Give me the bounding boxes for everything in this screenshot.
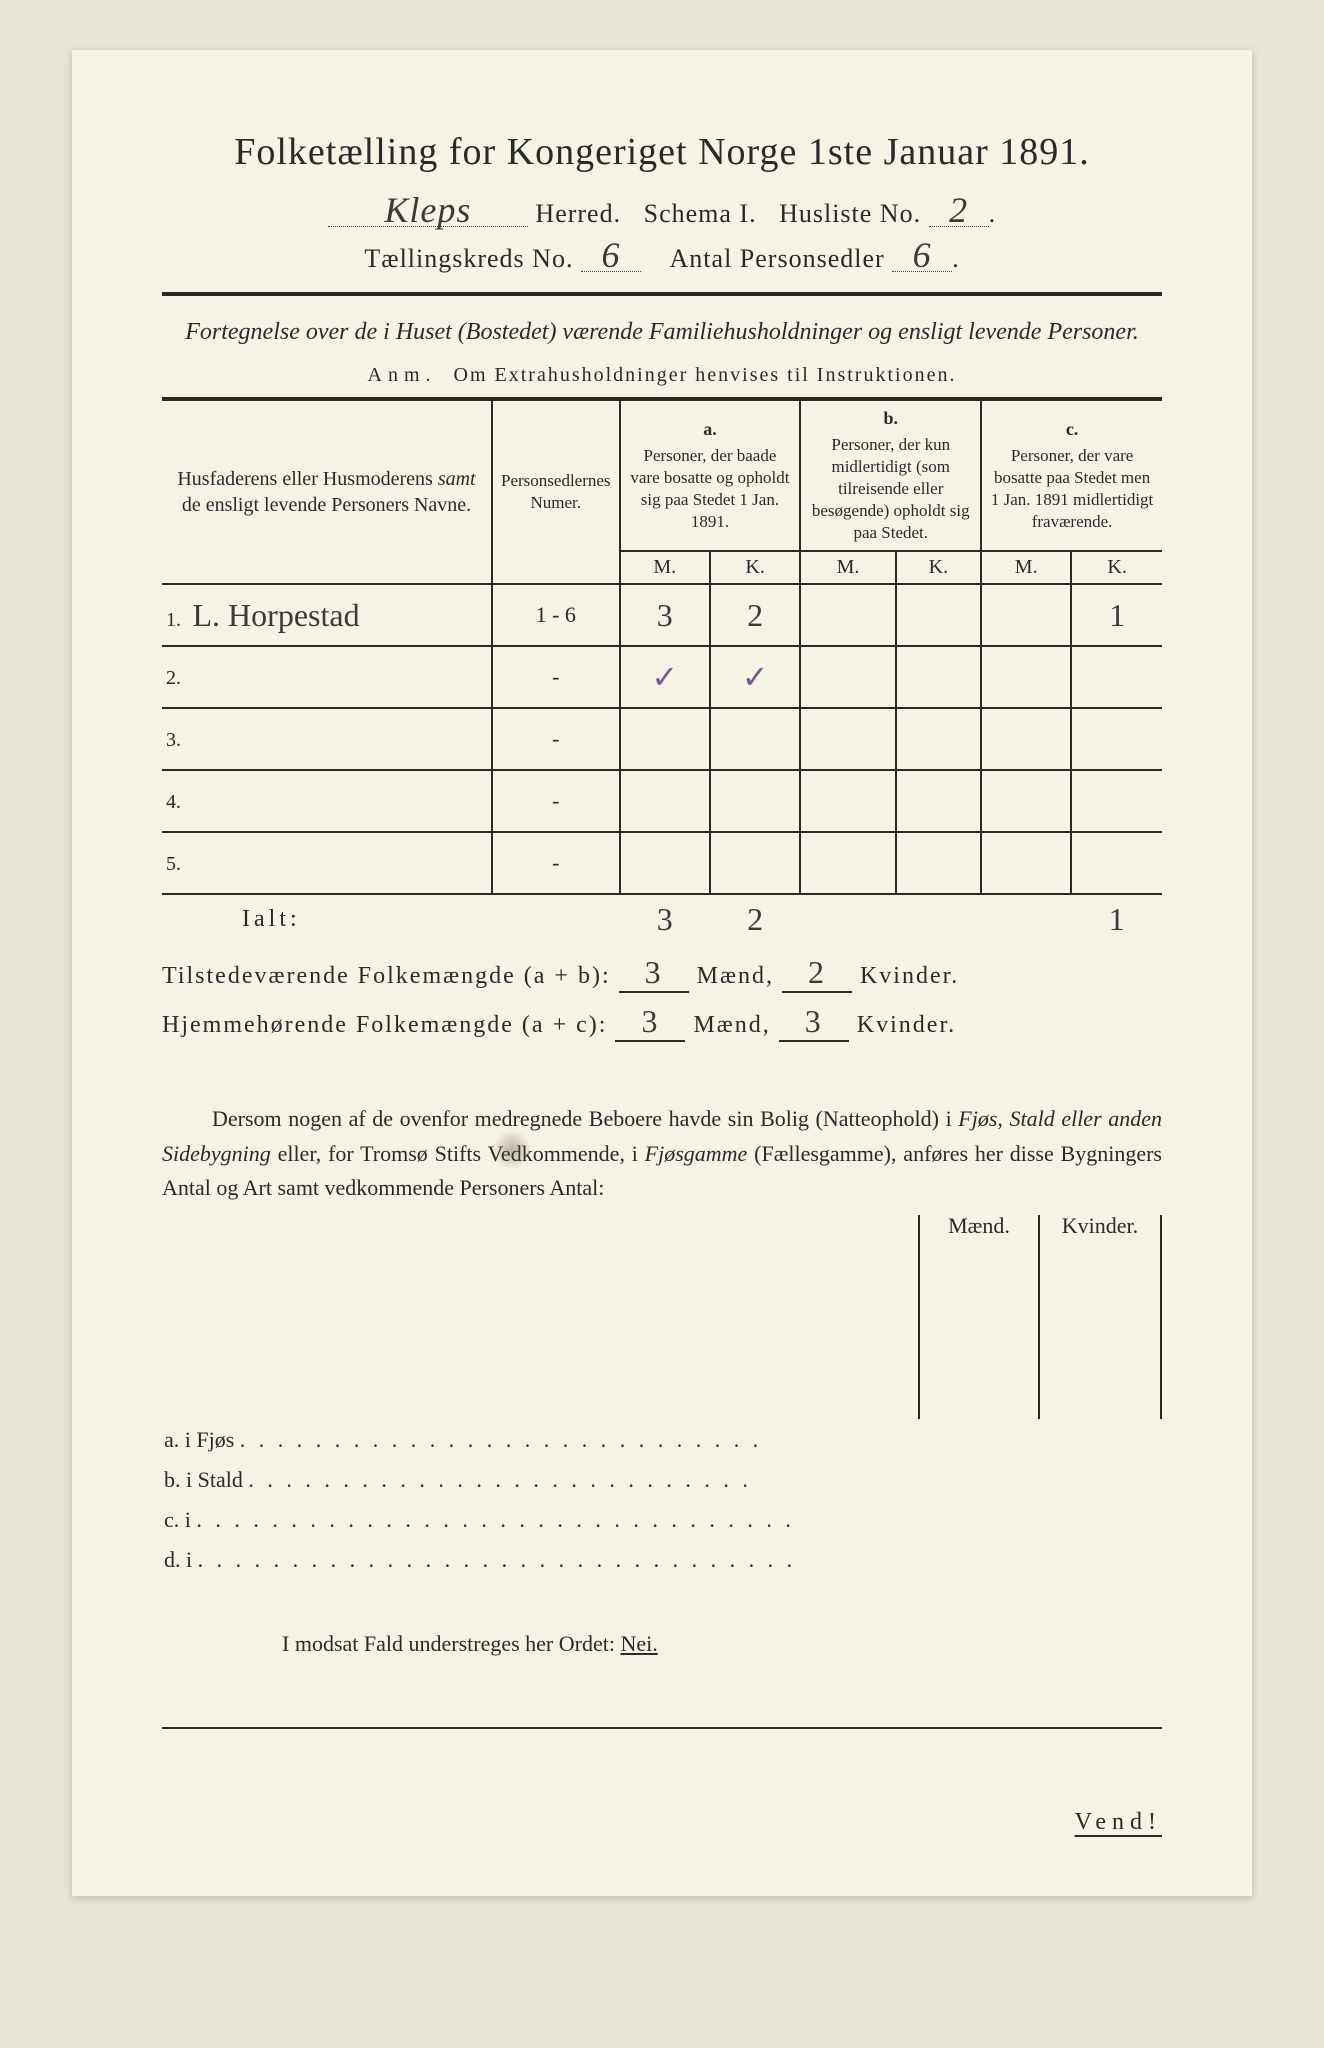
mk-bM: M. (800, 551, 895, 584)
census-form: Folketælling for Kongeriget Norge 1ste J… (72, 50, 1252, 1896)
nei-word: Nei. (620, 1631, 657, 1656)
mk-cM: M. (981, 551, 1071, 584)
page-title: Folketælling for Kongeriget Norge 1ste J… (162, 130, 1162, 174)
anm-line: Anm. Om Extrahusholdninger henvises til … (162, 364, 1162, 387)
husliste-label: Husliste No. (779, 199, 921, 228)
table-header-row: Husfaderens eller Husmoderens samt de en… (162, 399, 1162, 552)
mk-cK: K. (1071, 551, 1162, 584)
main-table: Husfaderens eller Husmoderens samt de en… (162, 397, 1162, 945)
col-personsedler: Personsedlernes Numer. (492, 399, 620, 585)
header-line-1: Kleps Herred. Schema I. Husliste No. 2. (162, 194, 1162, 229)
col-a: a. Personer, der baade vare bosatte og o… (620, 399, 801, 552)
subtitle: Fortegnelse over de i Huset (Bostedet) v… (162, 316, 1162, 350)
col-c: c. Personer, der vare bosatte paa Stedet… (981, 399, 1162, 552)
col-b: b. Personer, der kun midlertidigt (som t… (800, 399, 981, 552)
summary-ac: Hjemmehørende Folkemængde (a + c): 3 Mæn… (162, 1003, 1162, 1042)
antal-value: 6 (892, 239, 952, 272)
herred-value: Kleps (328, 194, 528, 227)
table-row: 1. L. Horpestad 1 - 6 3 2 1 (162, 584, 1162, 646)
antal-label: Antal Personsedler (670, 244, 885, 273)
husliste-value: 2 (929, 194, 989, 227)
table-row: 5. - (162, 832, 1162, 894)
herred-label: Herred. (535, 199, 621, 228)
maend-col: Mænd. (920, 1215, 1040, 1419)
vend-label: Vend! (162, 1809, 1162, 1836)
row-fjos: a. i Fjøs . . . . . . . . . . . . . . . … (164, 1421, 1160, 1459)
row-stald: b. i Stald . . . . . . . . . . . . . . .… (164, 1461, 1160, 1499)
header-line-2: Tællingskreds No. 6 Antal Personsedler 6… (162, 239, 1162, 274)
mk-bK: K. (896, 551, 982, 584)
kreds-label: Tællingskreds No. (364, 244, 573, 273)
divider (162, 292, 1162, 296)
anm-label: Anm. (368, 364, 437, 386)
col-names: Husfaderens eller Husmoderens samt de en… (162, 399, 492, 585)
kreds-value: 6 (581, 239, 641, 272)
table-row: 2. - ✓ ✓ (162, 646, 1162, 708)
row-name-cell: 1. L. Horpestad (162, 584, 492, 646)
anm-text: Om Extrahusholdninger henvises til Instr… (454, 364, 957, 386)
table-row: 3. - (162, 708, 1162, 770)
mk-aK: K. (710, 551, 800, 584)
mk-columns: Mænd. Kvinder. (918, 1215, 1162, 1419)
summary-ab: Tilstedeværende Folkemængde (a + b): 3 M… (162, 954, 1162, 993)
building-list: a. i Fjøs . . . . . . . . . . . . . . . … (162, 1419, 1162, 1581)
paper-stain (492, 1130, 532, 1170)
table-row: 4. - (162, 770, 1162, 832)
bolig-paragraph: Dersom nogen af de ovenfor medregnede Be… (162, 1102, 1162, 1204)
kvinder-col: Kvinder. (1040, 1215, 1160, 1419)
modsat-line: I modsat Fald understreges her Ordet: Ne… (162, 1631, 1162, 1657)
mk-aM: M. (620, 551, 710, 584)
schema-label: Schema I. (644, 199, 757, 228)
row-d: d. i . . . . . . . . . . . . . . . . . .… (164, 1541, 1160, 1579)
totals-row: Ialt: 3 2 1 (162, 894, 1162, 944)
building-section: Mænd. Kvinder. a. i Fjøs . . . . . . . .… (162, 1215, 1162, 1581)
bottom-rule (162, 1727, 1162, 1729)
row-c: c. i . . . . . . . . . . . . . . . . . .… (164, 1501, 1160, 1539)
